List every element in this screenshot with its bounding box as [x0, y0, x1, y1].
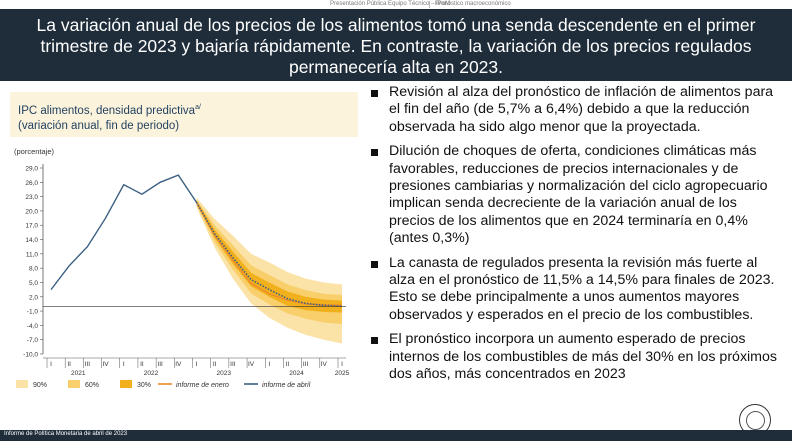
- bullet-list: Revisión al alza del pronóstico de infla…: [368, 84, 784, 391]
- top-strip: Presentación Pública Equipo Técnico – IP…: [0, 0, 792, 9]
- legend-swatch: [120, 380, 132, 388]
- legend-swatch: [16, 380, 28, 388]
- legend-label: 30%: [137, 382, 151, 389]
- x-quarter-label: II: [286, 361, 290, 368]
- x-year-label: 2024: [289, 370, 304, 377]
- y-tick-label: 5,0: [29, 280, 38, 287]
- bullet-text: La canasta de regulados presenta la revi…: [389, 254, 775, 323]
- x-year-label: 2025: [335, 370, 350, 377]
- y-tick-label: 11,0: [26, 251, 39, 258]
- y-tick-label: 26,0: [25, 180, 38, 187]
- y-tick-label: 20,0: [25, 208, 38, 215]
- x-quarter-label: I: [341, 361, 343, 368]
- y-tick-label: 14,0: [25, 237, 38, 244]
- y-tick-label: -4,0: [27, 323, 39, 330]
- legend-label: 60%: [85, 382, 99, 389]
- x-quarter-label: II: [140, 361, 144, 368]
- header-divider: [429, 1, 430, 8]
- y-tick-label: 23,0: [25, 194, 38, 201]
- x-quarter-label: III: [85, 361, 91, 368]
- x-quarter-label: III: [303, 361, 309, 368]
- x-year-label: 2021: [71, 370, 86, 377]
- bullet-item: Revisión al alza del pronóstico de infla…: [368, 84, 784, 136]
- series-informe-enero-line: [195, 202, 343, 307]
- bullet-item: Dilución de choques de oferta, condicion…: [368, 143, 784, 247]
- x-quarter-label: IV: [248, 361, 255, 368]
- x-year-label: 2022: [144, 370, 159, 377]
- y-tick-label: 29,0: [25, 166, 38, 173]
- slide-title-banner: La variación anual de los precios de los…: [0, 9, 792, 81]
- slide-title: La variación anual de los precios de los…: [36, 15, 756, 77]
- x-quarter-label: I: [268, 361, 270, 368]
- section-label: Pronóstico macroeconómico: [435, 1, 511, 7]
- series-informe-abril-observed-line: [50, 174, 198, 291]
- bullet-text: Revisión al alza del pronóstico de infla…: [389, 84, 774, 135]
- x-year-label: 2023: [217, 370, 232, 377]
- x-quarter-label: II: [67, 361, 71, 368]
- y-tick-label: 17,0: [25, 223, 38, 230]
- x-quarter-label: I: [123, 361, 125, 368]
- footer-text: Informe de Política Monetaria de abril d…: [4, 431, 128, 437]
- presentation-label: Presentación Pública Equipo Técnico – IP…: [330, 1, 450, 7]
- y-tick-label: -1,0: [27, 309, 39, 316]
- bullet-item: El pronóstico incorpora un aumento esper…: [368, 331, 784, 383]
- fan-band-30pct: [196, 200, 342, 313]
- x-quarter-label: I: [50, 361, 52, 368]
- bullet-marker: [371, 260, 378, 268]
- y-tick-label: 8,0: [29, 266, 38, 273]
- x-quarter-label: IV: [102, 361, 109, 368]
- x-quarter-label: IV: [175, 361, 182, 368]
- chart-title-line2: (variación anual, fin de periodo): [18, 119, 180, 132]
- chart-title-superscript: a/: [195, 104, 201, 111]
- legend-label: 90%: [33, 382, 47, 389]
- legend-swatch: [68, 380, 80, 388]
- bullet-marker: [371, 149, 378, 157]
- fan-chart: (porcentaje) 29,0 26,0 23,0 20,0 17,0 14,0 11,…: [14, 147, 350, 389]
- chart-panel-header: IPC alimentos, densidad predictivaa/ (va…: [10, 92, 358, 137]
- legend-label: informe de enero: [176, 382, 229, 389]
- y-axis-label: (porcentaje): [14, 147, 55, 156]
- bullet-text: Dilución de choques de oferta, condicion…: [389, 143, 768, 247]
- legend-label: informe de abril: [262, 382, 311, 389]
- x-quarter-label: III: [157, 361, 163, 368]
- y-tick-label: -10,0: [23, 352, 38, 359]
- x-quarter-label: IV: [321, 361, 328, 368]
- bullet-marker: [371, 90, 378, 97]
- bullet-item: La canasta de regulados presenta la revi…: [368, 255, 784, 325]
- bullet-marker: [371, 337, 378, 345]
- footer-bar: Informe de Política Monetaria de abril d…: [0, 430, 792, 441]
- chart-title-line1: IPC alimentos, densidad predictiva: [18, 104, 196, 117]
- x-quarter-label: III: [230, 361, 236, 368]
- series-informe-abril-forecast-line: [195, 201, 343, 308]
- y-tick-label: 2,0: [29, 294, 38, 301]
- x-quarter-label: II: [213, 361, 217, 368]
- x-quarter-label: I: [196, 361, 198, 368]
- bullet-text: El pronóstico incorpora un aumento esper…: [389, 331, 777, 383]
- fan-band-60pct: [196, 199, 342, 324]
- y-tick-label: -7,0: [27, 337, 39, 344]
- chart-title: IPC alimentos, densidad predictivaa/ (va…: [18, 100, 201, 134]
